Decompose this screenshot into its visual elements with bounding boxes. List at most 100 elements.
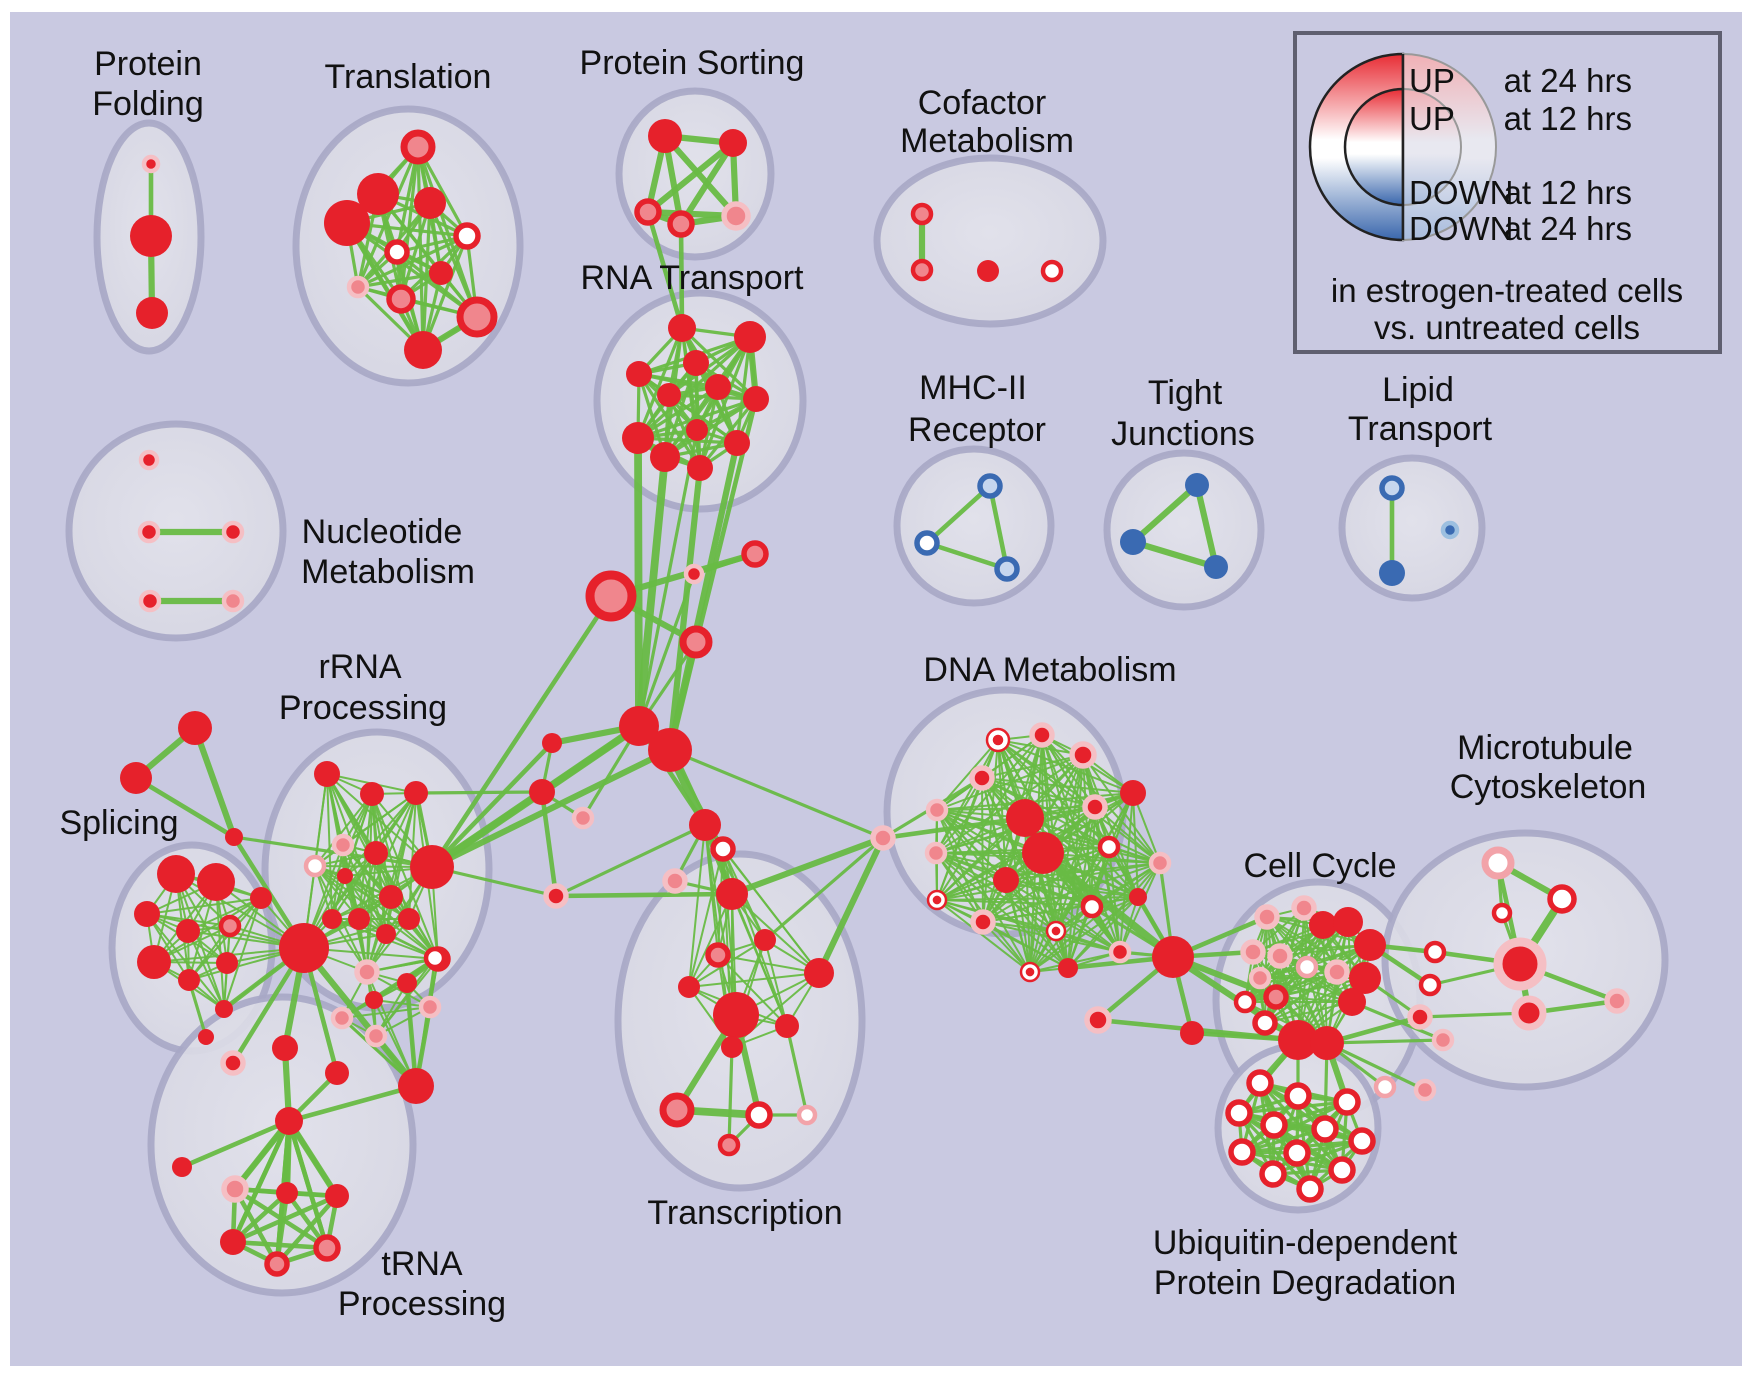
network-edge [727, 1045, 734, 1147]
network-edge [286, 1083, 419, 1124]
network-node [1185, 473, 1209, 497]
network-node [659, 1092, 695, 1128]
network-edge [763, 836, 885, 942]
network-edge [303, 793, 373, 949]
network-edge [1082, 754, 1161, 864]
network-node [710, 836, 736, 862]
network-edge [935, 852, 1139, 898]
network-edge [1264, 1001, 1353, 1024]
cluster-label-dna-metabolism: DNA Metabolism [923, 651, 1176, 689]
network-edge [188, 897, 262, 981]
network-node [410, 845, 454, 889]
network-node [1120, 780, 1146, 806]
cluster-label-protein-folding: Protein [94, 45, 202, 83]
node-layer [120, 119, 1630, 1277]
network-node [404, 331, 442, 369]
network-node-core [932, 895, 942, 905]
network-edge [408, 792, 417, 920]
cluster-label-microtubule-cytoskeleton: Cytoskeleton [1450, 768, 1647, 806]
network-node [364, 841, 388, 865]
network-edge [1418, 1011, 1531, 1019]
network-node [970, 909, 996, 935]
network-node [914, 530, 940, 556]
network-edge [1067, 896, 1139, 969]
network-edge [645, 209, 685, 331]
network-edge [936, 899, 1121, 953]
network-node [724, 430, 750, 456]
network-edge [880, 815, 1028, 841]
network-node [743, 386, 769, 412]
network-edge [924, 483, 993, 546]
network-edge [344, 220, 426, 353]
network-node [1058, 958, 1078, 978]
network-edge [731, 893, 820, 974]
cluster-label-trna-processing: Processing [338, 1285, 506, 1323]
network-edge [637, 572, 696, 728]
network-edge [668, 748, 885, 840]
network-edge [1108, 846, 1121, 953]
network-node [1413, 1078, 1437, 1102]
network-node [197, 863, 235, 901]
network-edge [698, 335, 752, 470]
network-node [542, 733, 562, 753]
network-node [1260, 1111, 1288, 1139]
network-node [994, 556, 1020, 582]
network-edge [1275, 944, 1371, 998]
network-node [1006, 799, 1044, 837]
network-node [1418, 973, 1442, 997]
network-edge [634, 434, 643, 730]
network-node [221, 589, 245, 613]
network-edge [1244, 971, 1338, 1003]
network-edge [981, 754, 1084, 779]
network-node [667, 210, 695, 238]
network-node-core [1051, 926, 1061, 936]
network-edge [936, 899, 1092, 906]
network-node [1180, 1021, 1204, 1045]
network-node [1148, 851, 1172, 875]
network-edge [722, 848, 820, 974]
network-edge [286, 1118, 330, 1251]
network-node [1263, 984, 1289, 1010]
network-node [977, 260, 999, 282]
network-node [679, 625, 713, 659]
network-edge [153, 897, 262, 963]
legend-footer-line: in estrogen-treated cells [1331, 272, 1683, 309]
network-node [1283, 1139, 1311, 1167]
network-node [648, 119, 682, 153]
network-edge [936, 846, 1110, 901]
network-edge [226, 897, 262, 964]
network-edge [1005, 862, 1161, 881]
cluster-label-mhc-ii-receptor: Receptor [908, 411, 1046, 449]
network-edge [146, 913, 190, 981]
cluster-label-cofactor-metabolism: Metabolism [900, 122, 1074, 160]
network-node [925, 798, 949, 822]
network-edge [644, 139, 737, 216]
network-node [250, 887, 272, 909]
network-edge [344, 875, 439, 960]
network-node [397, 973, 417, 993]
network-node [924, 841, 948, 865]
network-node [1278, 1020, 1318, 1060]
network-edge [230, 1118, 292, 1245]
network-edge [678, 221, 685, 331]
network-node [453, 222, 481, 250]
network-node [705, 942, 731, 968]
network-node [870, 825, 896, 851]
network-edge [1067, 754, 1084, 969]
cluster-label-mhc-ii-receptor: MHC-II [919, 369, 1027, 407]
network-edge [688, 893, 733, 988]
network-node [330, 1006, 354, 1030]
network-edge [191, 724, 238, 841]
network-node [529, 779, 555, 805]
network-node [689, 809, 721, 841]
network-node [418, 995, 442, 1019]
network-node [275, 1107, 303, 1135]
network-node [1379, 560, 1405, 586]
network-edge [1119, 862, 1161, 953]
network-node [1511, 995, 1547, 1031]
network-edge [146, 897, 262, 915]
cluster-label-protein-sorting: Protein Sorting [580, 44, 805, 82]
network-node [221, 520, 245, 544]
network-node [910, 258, 934, 282]
network-node [272, 1035, 298, 1061]
